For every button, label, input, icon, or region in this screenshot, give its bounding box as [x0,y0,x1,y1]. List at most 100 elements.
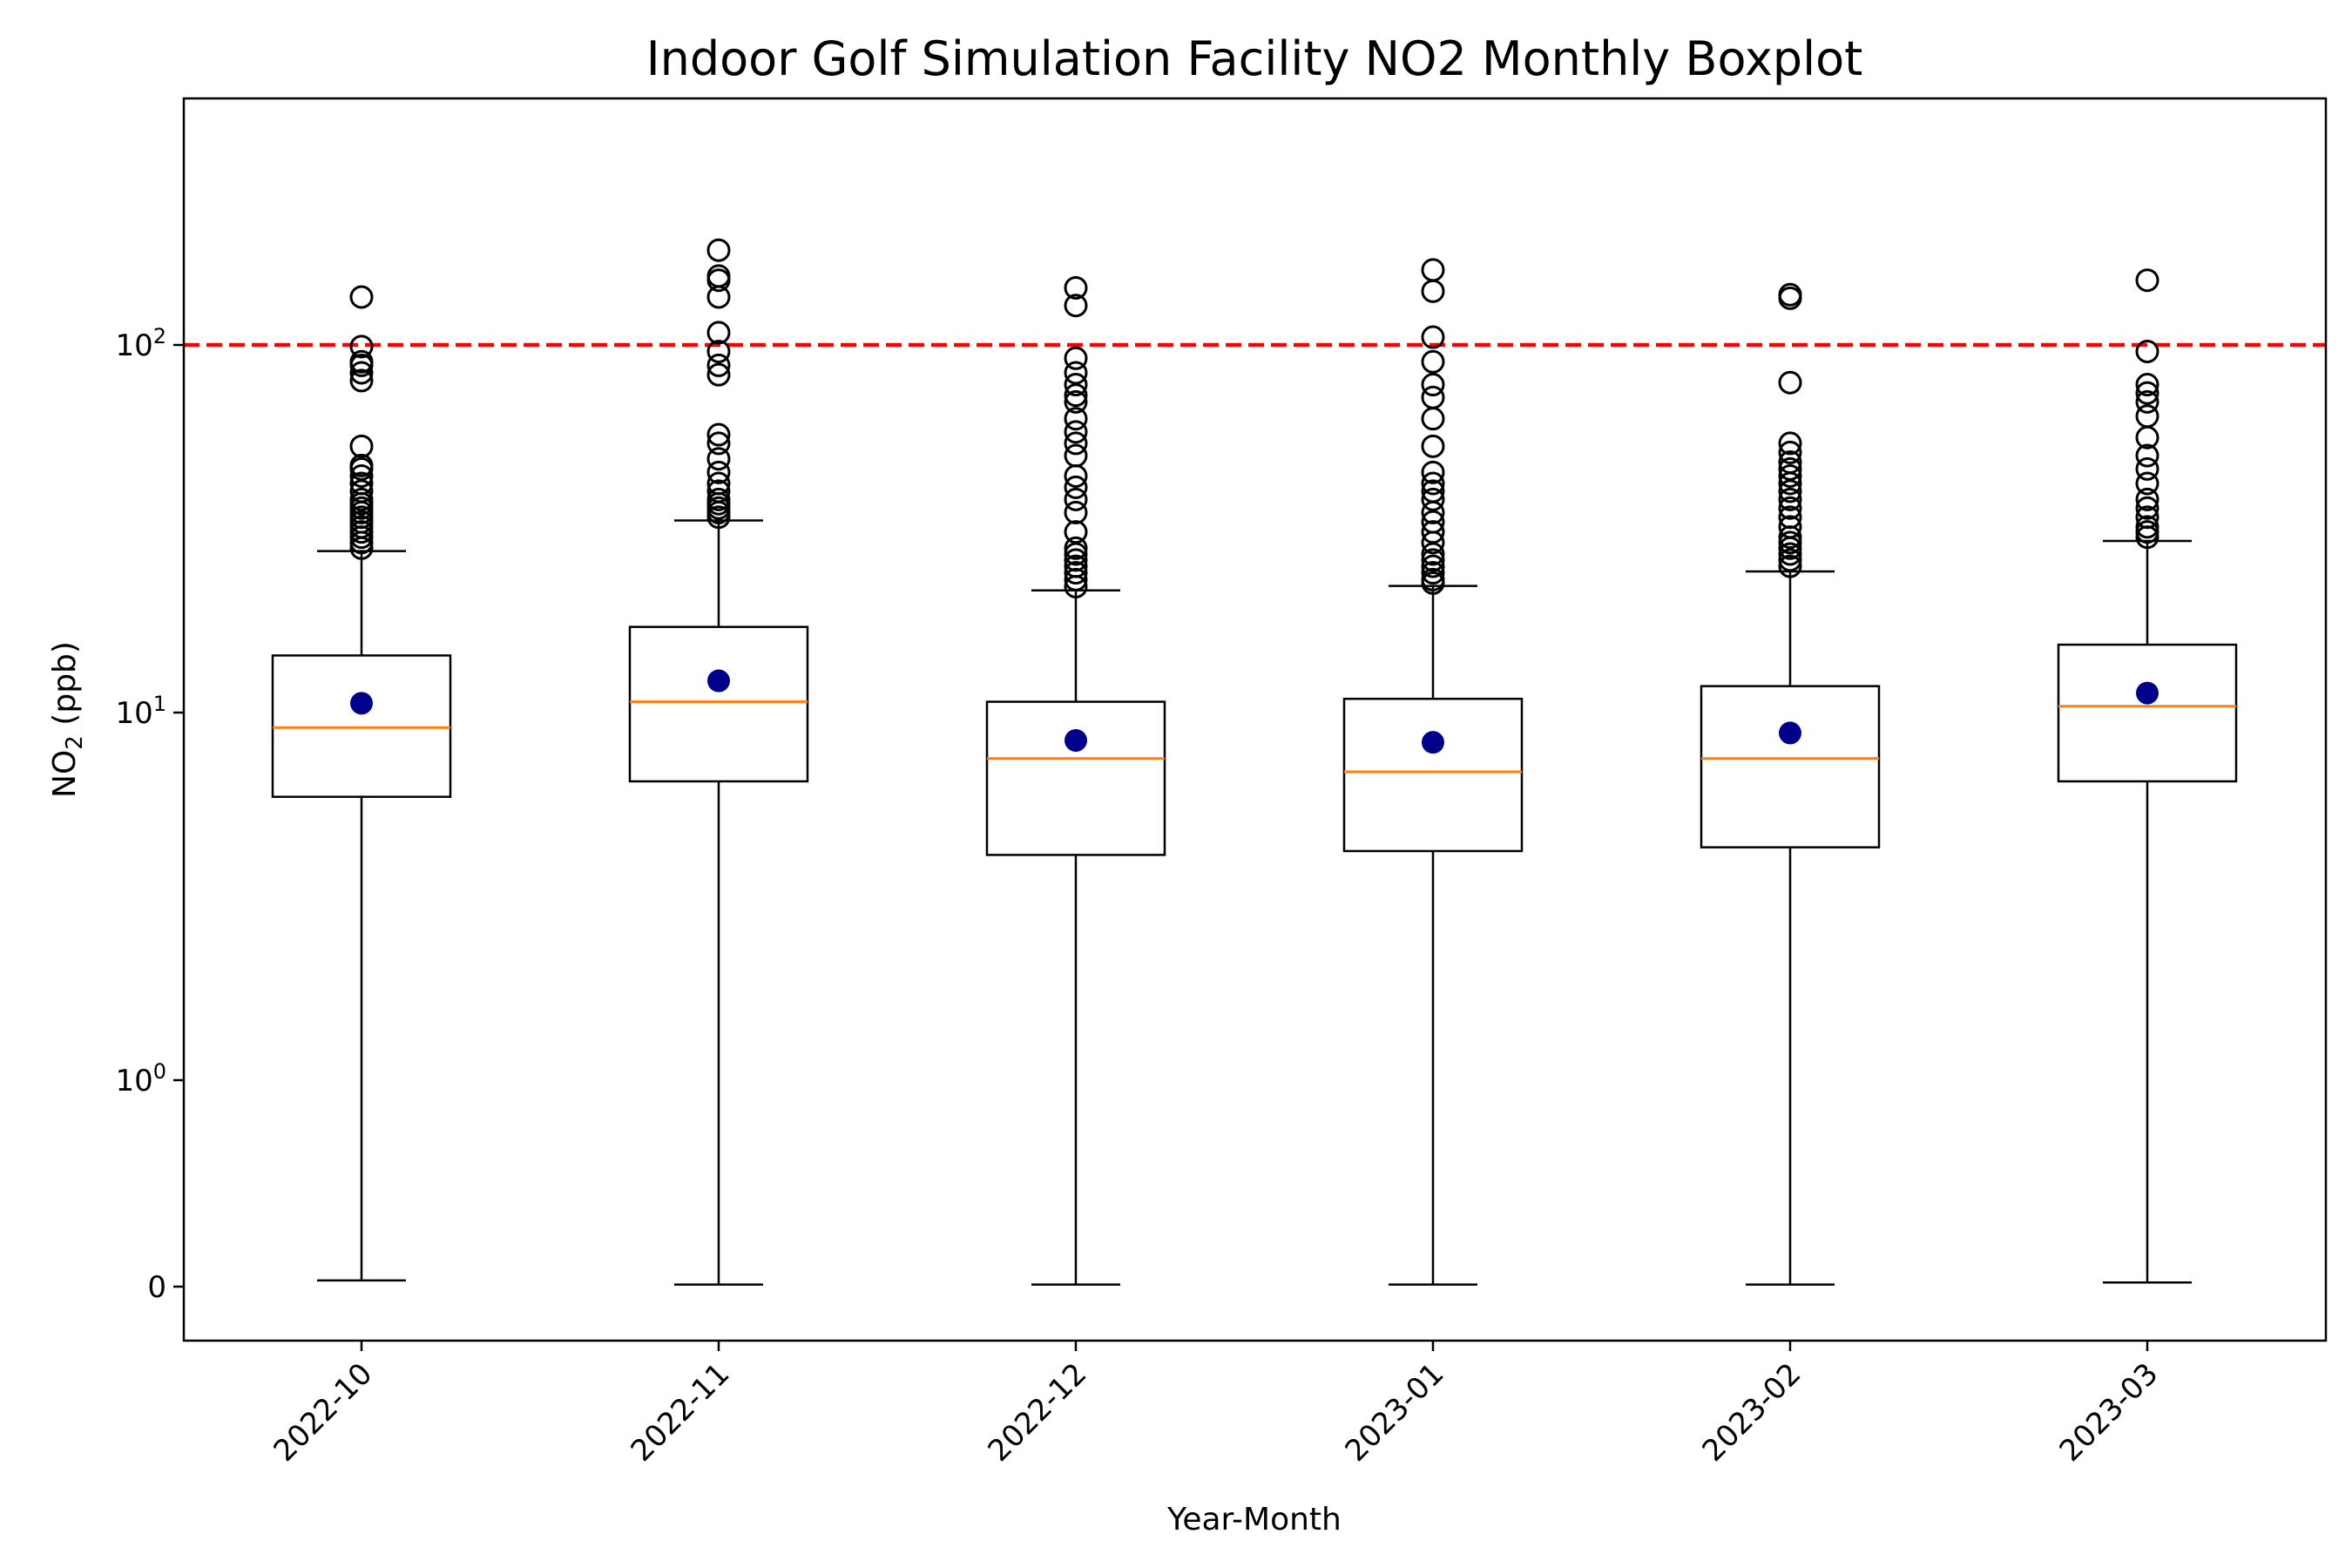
outlier-point [1421,434,1445,458]
outlier-point [1778,456,1802,481]
outlier-point [1778,496,1802,520]
outlier-point [349,434,374,458]
outlier-point [1064,361,1088,385]
outlier-point [1778,479,1802,504]
outlier-point [2135,381,2159,405]
outlier-point [706,353,731,377]
outlier-point [1421,349,1445,374]
outlier-point [1778,548,1802,572]
outlier-point [2135,389,2159,414]
outlier-point [1421,471,1445,496]
outlier-point [1064,500,1088,524]
box-group-2022-10 [271,285,452,1282]
iqr-box [1700,685,1881,848]
outlier-point [706,460,731,484]
iqr-box [985,700,1166,856]
outlier-point [1421,510,1445,534]
x-axis: 2022-10 2022-11 2022-12 2023-01 2023-02 2023-… [267,1341,2166,1469]
y-tick-label: 100 [115,1059,166,1098]
outlier-point [2135,456,2159,481]
outlier-point [706,339,731,363]
outlier-point [1421,561,1445,585]
outlier-point [1064,431,1088,456]
outlier-point [1064,520,1088,544]
outlier-point [1778,450,1802,475]
y-axis-label: NO2 (ppb) [47,641,88,798]
outlier-point [1778,282,1802,307]
x-tick-label: 2022-12 [982,1356,1094,1469]
outlier-point [706,471,731,496]
outlier-point [2135,443,2159,468]
outlier-point [1064,548,1088,572]
x-axis-label: Year-Month [1166,1502,1342,1538]
outlier-point [1064,420,1088,444]
outlier-point [1421,520,1445,544]
y-tick-label: 0 [147,1270,166,1305]
outlier-point [2135,404,2159,429]
outlier-point [1064,383,1088,408]
outlier-point [2135,505,2159,530]
outlier-point [2135,339,2159,363]
outlier-point [1421,487,1445,511]
outlier-point [1064,389,1088,414]
outlier-point [1421,460,1445,484]
outlier-point [349,453,374,477]
iqr-box [271,654,452,798]
outlier-point [706,264,731,288]
y-axis: 0 100 101 102 [115,324,184,1305]
mean-point [2136,681,2159,705]
x-tick-label: 2022-10 [267,1356,380,1469]
outlier-point [1778,505,1802,530]
mean-point [1422,731,1444,754]
outlier-point [1421,548,1445,572]
outlier-point [706,479,731,504]
iqr-box [1342,697,1524,853]
outlier-point [1064,373,1088,397]
outlier-point [1064,487,1088,511]
box-group-2023-02 [1700,282,1881,1286]
x-tick-label: 2023-01 [1339,1356,1451,1469]
outlier-point [1064,294,1088,318]
outlier-point [1778,431,1802,456]
outlier-point [706,238,731,262]
mean-point [707,669,730,693]
outlier-point [2135,268,2159,293]
outlier-point [1421,279,1445,303]
outlier-point [2135,487,2159,511]
box-group-2022-11 [628,238,809,1286]
box-group-2022-12 [985,275,1166,1286]
outlier-point [706,321,731,345]
outlier-point [1778,542,1802,566]
x-tick-label: 2023-03 [2053,1356,2166,1469]
outlier-point [706,447,731,471]
outlier-point [349,487,374,511]
x-tick-label: 2022-11 [625,1356,737,1469]
plot-frame [182,97,2328,1342]
outlier-point [349,335,374,359]
mean-point [1064,728,1087,752]
outlier-point [349,349,374,374]
outlier-point [349,285,374,309]
outlier-point [1421,325,1445,349]
outlier-point [1421,258,1445,282]
iqr-box [2057,643,2238,783]
outlier-point [349,463,374,488]
outlier-point [2135,496,2159,520]
outlier-point [1421,554,1445,578]
outlier-point [1778,487,1802,511]
mean-point [350,692,373,715]
outlier-point [1064,561,1088,585]
outlier-point [1421,385,1445,409]
outlier-point [1778,463,1802,488]
y-tick-label: 101 [115,692,166,731]
box-group-2023-03 [2057,268,2238,1284]
outlier-point [1064,554,1088,578]
outlier-point [349,471,374,496]
outlier-point [1778,515,1802,539]
y-axis-label-subscript: 2 [62,735,88,750]
outlier-point [1421,479,1445,504]
outlier-point [1778,440,1802,464]
box-group-2023-01 [1342,258,1524,1286]
outlier-point [706,362,731,387]
